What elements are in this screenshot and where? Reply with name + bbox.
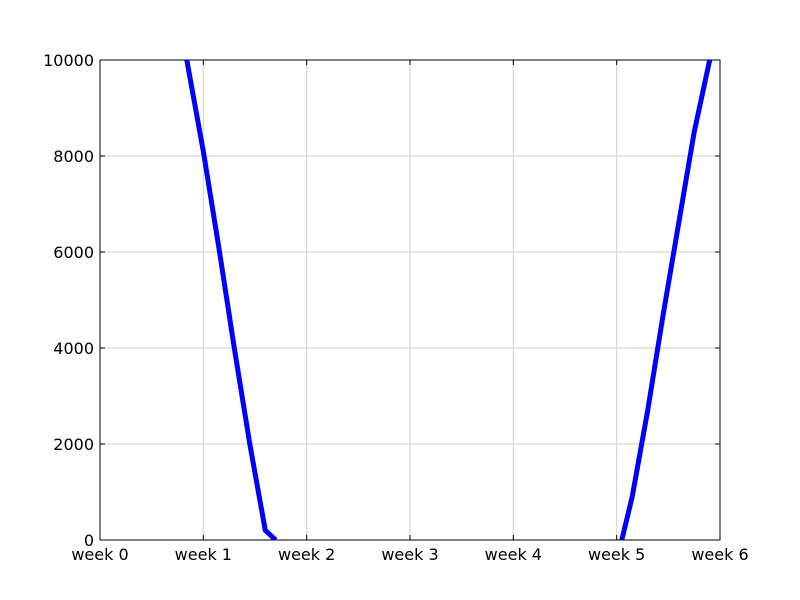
x-tick-label: week 5 [588, 545, 645, 564]
x-tick-label: week 0 [71, 545, 128, 564]
grid [99, 59, 721, 541]
x-tick-label: week 3 [381, 545, 438, 564]
axis-ticks [99, 59, 721, 541]
y-tick-label: 2000 [53, 435, 94, 454]
y-tick-label: 4000 [53, 339, 94, 358]
y-tick-label: 8000 [53, 147, 94, 166]
x-tick-label: week 4 [485, 545, 542, 564]
series-layer [184, 60, 713, 540]
y-tick-label: 10000 [43, 51, 94, 70]
y-tick-label: 0 [84, 531, 94, 550]
x-tick-label: week 6 [691, 545, 748, 564]
x-tick-label: week 2 [278, 545, 335, 564]
series-line-2 [619, 60, 713, 540]
series-line-1 [184, 60, 278, 540]
y-tick-label: 6000 [53, 243, 94, 262]
x-tick-label: week 1 [175, 545, 232, 564]
tick-labels: week 0 week 1 week 2 week 3 week 4 week 5 week… [43, 51, 749, 564]
